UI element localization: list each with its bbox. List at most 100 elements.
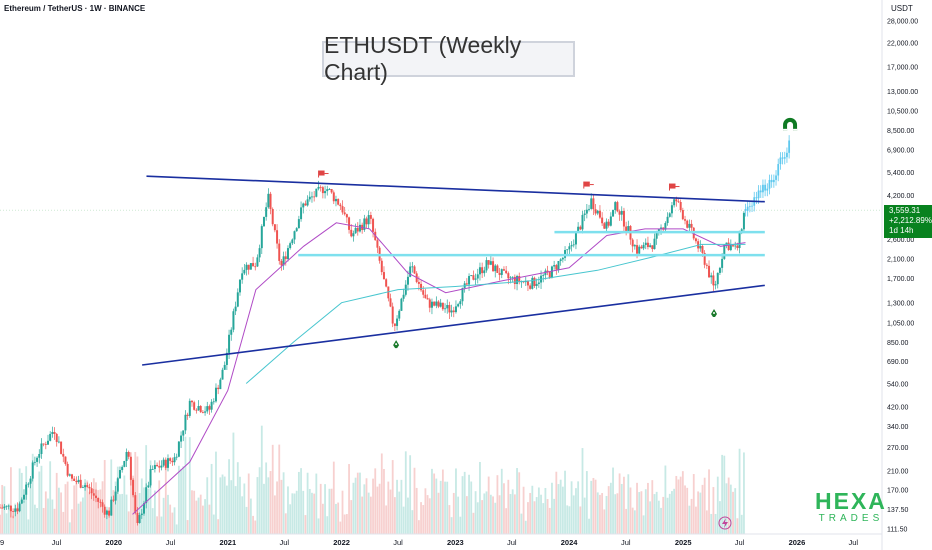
- volume-bar: [376, 486, 379, 534]
- candle-body: [666, 216, 669, 224]
- candle-body: [142, 503, 145, 514]
- volume-bar: [0, 514, 1, 534]
- sell-flag-body: [583, 181, 590, 187]
- volume-bar: [289, 504, 292, 534]
- volume-bar: [509, 494, 512, 534]
- candle-body: [302, 203, 305, 208]
- price-axis[interactable]: 28,000.00 22,000.00 17,000.00 13,000.00 10,5…: [887, 19, 918, 534]
- candle-body: [214, 387, 217, 402]
- candle-body: [243, 269, 246, 274]
- candle-body: [389, 298, 392, 307]
- volume-bar: [256, 477, 259, 534]
- volume-bar: [420, 502, 422, 534]
- volume-bar: [276, 481, 278, 534]
- candle-body: [169, 458, 172, 461]
- volume-bar: [271, 444, 274, 534]
- candle-body: [668, 213, 671, 217]
- candle-body: [568, 246, 571, 250]
- candle-body: [291, 239, 294, 244]
- candle-body: [206, 406, 209, 412]
- candle-body: [236, 292, 239, 307]
- volume-bar: [590, 480, 593, 534]
- volume-bar: [354, 477, 357, 534]
- volume-bar: [572, 495, 575, 534]
- volume-bar: [374, 468, 377, 534]
- candle-body: [400, 298, 403, 311]
- volume-bar: [402, 506, 405, 534]
- candle-body: [620, 210, 623, 215]
- candle-body: [585, 209, 588, 214]
- volume-bar: [112, 490, 115, 534]
- time-axis[interactable]: 19 Jul 2020 Jul 2021 Jul 2022 Jul 2023 Jul 2024 Jul…: [0, 538, 858, 547]
- projection-body: [781, 157, 784, 159]
- candle-body: [655, 232, 658, 239]
- y-tick-label: 6,900.00: [887, 147, 914, 154]
- candle-body: [201, 412, 204, 413]
- volume-bar: [727, 477, 730, 534]
- candle-body: [651, 245, 654, 250]
- candle-body: [138, 515, 141, 524]
- candle-body: [225, 352, 228, 365]
- candle-body: [409, 266, 412, 277]
- volume-bar: [474, 491, 477, 534]
- y-tick-label: 137.50: [887, 507, 909, 514]
- candle-body: [605, 221, 608, 229]
- volume-bar: [566, 505, 569, 534]
- price-change: +2,212.89%: [889, 216, 932, 225]
- candle-body: [712, 275, 715, 286]
- volume-bar: [88, 491, 91, 534]
- lightning-icon[interactable]: [718, 516, 732, 530]
- candle-body: [485, 260, 488, 271]
- candle-body: [435, 301, 438, 306]
- candle-body: [112, 499, 115, 501]
- candle-body: [601, 217, 604, 224]
- volume-bar: [162, 497, 165, 534]
- volume-bar: [160, 516, 163, 534]
- y-tick-label: 850.00: [887, 340, 909, 347]
- candle-body: [81, 487, 84, 489]
- candle-body: [339, 204, 342, 207]
- volume-bar: [609, 482, 612, 534]
- candle-body: [151, 469, 154, 470]
- volume-bar: [688, 505, 691, 534]
- currency-label: USDT: [891, 4, 913, 13]
- volume-bar: [500, 468, 503, 534]
- candle-body: [110, 499, 113, 516]
- volume-bar: [485, 491, 488, 534]
- candle-body: [284, 256, 287, 260]
- rocket-icon: [711, 308, 718, 317]
- candle-body: [273, 224, 276, 231]
- volume-bar: [269, 471, 272, 534]
- volume-bar: [673, 488, 676, 534]
- y-tick-label: 111.50: [887, 526, 907, 533]
- candle-body: [732, 245, 735, 247]
- candle-body: [343, 212, 346, 215]
- projection-body: [779, 157, 782, 165]
- candle-body: [101, 502, 104, 507]
- candle-body: [472, 275, 475, 280]
- candle-body: [553, 265, 556, 267]
- candle-body: [276, 230, 279, 244]
- volume-bar: [450, 517, 453, 534]
- volume-bar: [186, 520, 189, 534]
- candle-body: [487, 260, 490, 265]
- volume-bar: [278, 444, 281, 534]
- volume-bar: [483, 493, 486, 534]
- candle-body: [348, 217, 351, 230]
- volume-bar: [492, 496, 494, 534]
- candle-body: [500, 269, 503, 275]
- candle-body: [321, 187, 324, 194]
- volume-bar: [697, 491, 700, 534]
- volume-bar: [193, 490, 196, 534]
- volume-bar: [614, 494, 617, 534]
- x-tick-label: Jul: [393, 538, 403, 547]
- volume-bar: [620, 483, 623, 534]
- candle-body: [295, 228, 298, 232]
- last-price: 3,559.31: [889, 206, 921, 215]
- candle-body: [411, 266, 414, 268]
- volume-bar: [263, 483, 265, 534]
- volume-bar: [671, 491, 673, 534]
- candle-body: [550, 266, 553, 278]
- volume-bar: [125, 494, 128, 534]
